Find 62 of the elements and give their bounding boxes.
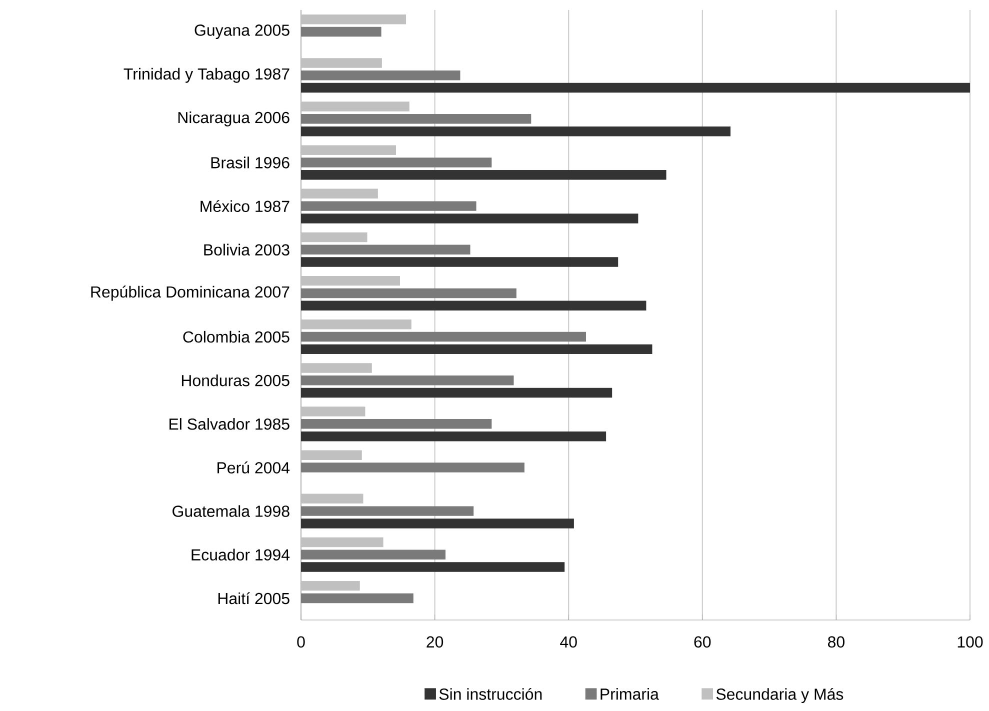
bar <box>301 170 666 180</box>
y-tick-label: Brasil 1996 <box>211 156 290 168</box>
bar <box>301 201 476 211</box>
bar <box>301 300 646 310</box>
bar <box>301 494 364 504</box>
x-tick-label: 40 <box>560 636 577 648</box>
bar <box>301 82 970 93</box>
bar <box>301 506 474 516</box>
bar <box>301 232 368 242</box>
bar <box>301 406 366 416</box>
y-tick-label: Guyana 2005 <box>194 24 290 40</box>
bar <box>301 188 378 199</box>
bar <box>301 126 731 136</box>
bar <box>301 419 492 429</box>
x-tick-label: 100 <box>958 636 983 648</box>
y-tick-label: Ecuador 1994 <box>192 548 290 561</box>
y-tick-label: Honduras 2005 <box>182 374 290 386</box>
y-tick-label: Haití 2005 <box>218 592 290 604</box>
legend-label: Primaria <box>600 688 659 700</box>
bar <box>301 145 396 155</box>
y-tick-label: Trinidad y Tabago 1987 <box>124 68 290 83</box>
bar <box>301 114 532 124</box>
bar <box>301 593 414 604</box>
bar <box>301 58 382 68</box>
bar <box>301 26 382 37</box>
bar <box>301 70 460 80</box>
bar <box>301 518 574 528</box>
bar <box>301 462 524 472</box>
bar <box>301 537 384 548</box>
y-tick-label: Guatemala 1998 <box>172 505 290 517</box>
bar <box>301 332 586 342</box>
bar <box>301 388 612 398</box>
y-tick-label: Nicaragua 2006 <box>178 111 290 126</box>
bar <box>301 276 400 286</box>
y-tick-label: Perú 2004 <box>218 462 290 474</box>
bar <box>301 214 638 224</box>
bar <box>301 102 410 112</box>
x-tick-label: 80 <box>828 636 844 648</box>
bar <box>301 320 412 330</box>
bar <box>301 14 406 24</box>
x-tick-label: 60 <box>694 636 711 648</box>
bar <box>301 431 606 442</box>
bar <box>301 450 362 460</box>
legend-label: Secundaria y Más <box>716 688 844 704</box>
bar <box>301 257 618 267</box>
y-tick-label: Bolivia 2003 <box>204 244 290 256</box>
bar <box>301 375 514 386</box>
y-tick-label: República Dominicana 2007 <box>91 286 290 301</box>
bar <box>301 158 492 168</box>
bar <box>301 344 652 354</box>
legend-label: Sin instrucción <box>439 688 542 700</box>
y-tick-label: México 1987 <box>200 200 290 212</box>
bar <box>301 363 372 373</box>
x-tick-label: 20 <box>426 636 444 648</box>
bar <box>301 550 446 560</box>
bar <box>301 244 470 255</box>
bar <box>301 580 360 591</box>
bar <box>301 288 516 298</box>
y-tick-label: El Salvador 1985 <box>170 418 290 430</box>
y-tick-label: Colombia 2005 <box>183 330 290 343</box>
bar <box>301 562 565 572</box>
x-tick-label: 0 <box>297 636 305 648</box>
